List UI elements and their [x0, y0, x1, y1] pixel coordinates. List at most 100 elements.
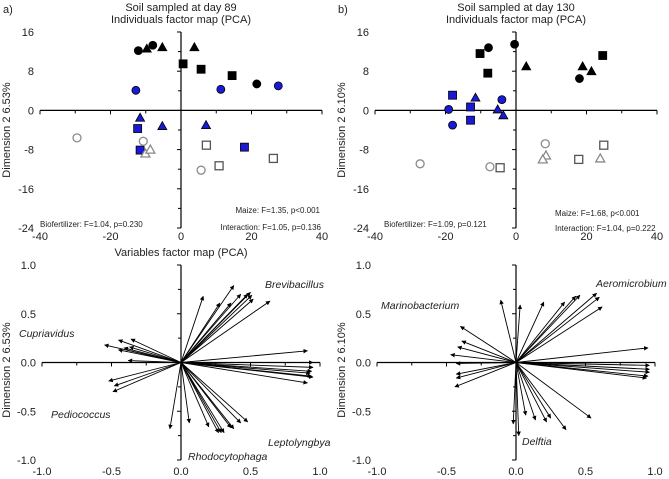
- blue-triangle-point: [157, 120, 168, 130]
- variable-arrow: [180, 302, 221, 363]
- variable-arrow: [130, 338, 182, 363]
- variable-arrow: [515, 362, 552, 419]
- ylabel-c: Dimension 2 6.53%: [1, 322, 13, 418]
- annotation-rhodocytophaga: Rhodocytophaga: [188, 451, 268, 463]
- annotation-brevibacillus: Brevibacillus: [265, 279, 325, 291]
- variable-arrow: [455, 361, 517, 366]
- black-triangle-point: [521, 60, 532, 71]
- ylabel-a: Dimension 2 6.53%: [1, 82, 13, 178]
- variable-arrow: [180, 302, 232, 363]
- variable-arrow: [180, 362, 314, 370]
- x-tick-label: 0: [178, 231, 184, 243]
- open-square-point: [214, 161, 224, 171]
- annotation-marinobacterium: Marinobacterium: [381, 300, 459, 312]
- blue-circle-point: [497, 95, 507, 105]
- y-tick-label: -1.0: [352, 455, 371, 467]
- x-tick-label: -40: [32, 231, 48, 243]
- variable-arrow: [127, 358, 182, 363]
- open-triangle-point: [537, 153, 549, 164]
- variable-arrow: [118, 348, 182, 363]
- stat-biofertilizer-a: Biofertilizer: F=1.04, p=0.230: [40, 220, 143, 229]
- y-tick-label: -0.5: [17, 406, 36, 418]
- blue-triangle-point: [492, 104, 503, 114]
- blue-square-point: [466, 102, 475, 112]
- variable-arrow: [180, 362, 249, 423]
- y-tick-label: -1.0: [17, 455, 36, 467]
- black-circle-point: [510, 39, 519, 49]
- stat-interaction-a: Interaction: F=1.05, p=0.136: [220, 223, 321, 232]
- blue-square-point: [240, 142, 249, 152]
- black-square-point: [598, 51, 608, 60]
- subtitle-a: Individuals factor map (PCA): [111, 14, 251, 26]
- variable-arrow: [515, 301, 566, 363]
- x-tick-label: 0.5: [578, 466, 593, 478]
- variable-arrow: [461, 340, 517, 363]
- y-tick-label: 1.0: [21, 260, 36, 272]
- x-tick-label: 0.0: [508, 466, 523, 478]
- variable-arrow: [515, 304, 523, 363]
- x-tick-label: -20: [103, 231, 119, 243]
- x-tick-label: 1.0: [647, 466, 662, 478]
- subtitle-b: Individuals factor map (PCA): [446, 14, 586, 26]
- y-tick-label: -8: [24, 145, 34, 157]
- annotation-cupriavidus: Cupriavidus: [19, 328, 75, 340]
- variable-arrow: [180, 362, 308, 385]
- variable-arrow: [499, 299, 517, 363]
- black-square-point: [178, 59, 188, 69]
- x-tick-label: 20: [245, 231, 257, 243]
- panel-label-a: a): [3, 4, 13, 16]
- y-tick-label: 0.5: [356, 309, 371, 321]
- variable-arrow: [515, 301, 545, 363]
- variable-arrow: [515, 292, 597, 363]
- x-tick-label: 1.0: [312, 466, 327, 478]
- blue-triangle-point: [134, 112, 146, 122]
- variable-arrow: [455, 362, 517, 380]
- variable-arrow: [455, 362, 517, 376]
- ylabel-b: Dimension 2 6.10%: [336, 82, 348, 178]
- variable-arrow: [515, 296, 600, 363]
- variable-arrow: [515, 362, 521, 437]
- annotation-aeromicrobium: Aeromicrobium: [595, 278, 667, 290]
- y-tick-label: -24: [18, 223, 34, 235]
- open-square-point: [599, 140, 609, 150]
- x-tick-label: 0.5: [243, 466, 258, 478]
- variable-arrow: [180, 362, 192, 424]
- open-square-point: [574, 154, 584, 165]
- blue-circle-point: [273, 81, 283, 91]
- blue-triangle-point: [470, 92, 481, 102]
- x-tick-label: -1.0: [33, 466, 52, 478]
- black-square-point: [475, 49, 485, 58]
- y-tick-label: 0.0: [21, 358, 36, 370]
- blue-square-point: [133, 124, 143, 133]
- x-tick-label: 0: [513, 231, 519, 243]
- variable-arrow: [515, 362, 648, 380]
- x-tick-label: -0.5: [437, 466, 456, 478]
- variable-arrow: [457, 345, 517, 363]
- variable-arrow: [123, 346, 182, 363]
- open-square-point: [268, 153, 279, 164]
- variable-arrow: [515, 306, 603, 363]
- variable-arrow: [180, 362, 219, 434]
- variable-arrow: [112, 362, 182, 393]
- variable-arrow: [515, 362, 650, 375]
- y-tick-label: -0.5: [352, 406, 371, 418]
- open-circle-point: [138, 136, 148, 146]
- y-tick-label: -16: [353, 184, 369, 196]
- black-square-point: [196, 64, 206, 74]
- open-circle-point: [540, 139, 550, 149]
- open-circle-point: [72, 133, 82, 143]
- open-triangle-point: [594, 152, 606, 163]
- variable-arrow: [180, 348, 308, 363]
- variable-arrow: [511, 362, 517, 425]
- variable-arrow: [180, 362, 210, 428]
- variable-arrow: [180, 294, 253, 363]
- x-tick-label: 0.0: [173, 466, 188, 478]
- x-tick-label: -1.0: [368, 466, 387, 478]
- variable-arrow: [515, 362, 650, 368]
- variable-arrow: [180, 298, 254, 363]
- variable-arrow: [450, 352, 517, 363]
- blue-triangle-point: [498, 109, 509, 120]
- black-triangle-point: [577, 60, 588, 71]
- y-tick-label: 0.0: [356, 358, 371, 370]
